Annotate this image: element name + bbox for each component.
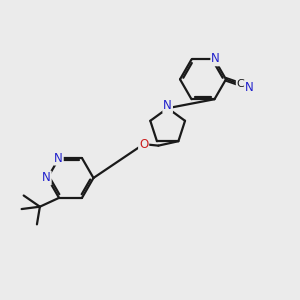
Text: N: N: [211, 52, 220, 65]
Text: N: N: [54, 152, 63, 165]
Text: C: C: [237, 79, 244, 89]
Text: N: N: [163, 99, 172, 112]
Text: O: O: [139, 138, 148, 151]
Text: N: N: [245, 81, 254, 94]
Text: N: N: [42, 172, 51, 184]
